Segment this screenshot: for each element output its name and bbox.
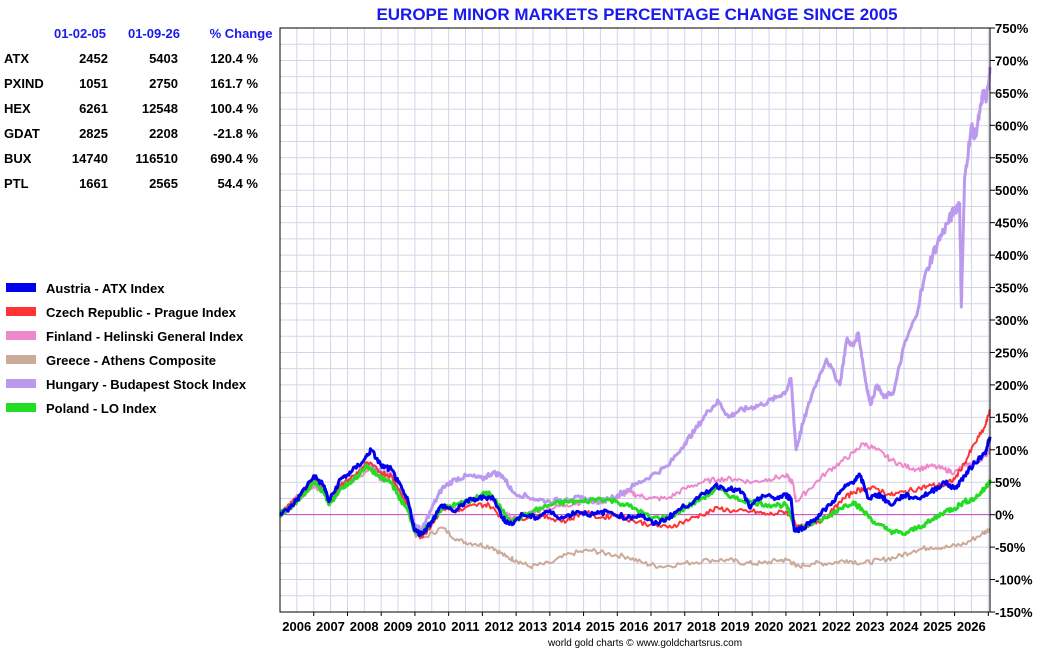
- table-header: 01-09-26: [128, 26, 180, 41]
- table-end-value: 2750: [149, 76, 178, 91]
- table-start-value: 1661: [79, 176, 108, 191]
- table-start-value: 2825: [79, 126, 108, 141]
- x-tick-label: 2014: [552, 619, 582, 634]
- x-tick-label: 2021: [788, 619, 817, 634]
- y-tick-label: 50%: [995, 475, 1021, 490]
- y-tick-label: 250%: [995, 345, 1029, 360]
- legend-label: Poland - LO Index: [46, 401, 157, 416]
- x-tick-label: 2019: [721, 619, 750, 634]
- legend-swatch: [6, 307, 36, 316]
- table-header: % Change: [210, 26, 273, 41]
- x-tick-label: 2018: [687, 619, 716, 634]
- chart-credit: world gold charts © www.goldchartsrus.co…: [547, 638, 742, 649]
- legend-label: Czech Republic - Prague Index: [46, 305, 237, 320]
- y-tick-label: 200%: [995, 378, 1029, 393]
- table-ticker: ATX: [4, 51, 29, 66]
- x-tick-label: 2015: [586, 619, 615, 634]
- table-ticker: HEX: [4, 101, 31, 116]
- table-start-value: 6261: [79, 101, 108, 116]
- y-tick-label: 500%: [995, 183, 1029, 198]
- series-line: [278, 463, 992, 537]
- change-table: 01-02-05 01-09-26 % Change ATX 2452 5403 120.4…: [4, 26, 272, 191]
- table-change-value: 54.4 %: [218, 176, 259, 191]
- table-start-value: 2452: [79, 51, 108, 66]
- y-tick-label: 750%: [995, 21, 1029, 36]
- x-axis-ticks: 2006 2007 2008 2009 2010 2011 2012 2013 2014 2015…: [282, 612, 989, 634]
- x-tick-label: 2009: [383, 619, 412, 634]
- y-tick-label: 150%: [995, 410, 1029, 425]
- x-tick-label: 2011: [451, 619, 479, 634]
- table-change-value: 161.7 %: [210, 76, 258, 91]
- table-end-value: 12548: [142, 101, 178, 116]
- legend-swatch: [6, 355, 36, 364]
- y-tick-label: 650%: [995, 86, 1029, 101]
- series-lines: [278, 66, 992, 570]
- x-tick-label: 2008: [350, 619, 379, 634]
- table-end-value: 2208: [149, 126, 178, 141]
- table-change-value: 120.4 %: [210, 51, 258, 66]
- x-tick-label: 2012: [485, 619, 514, 634]
- y-tick-label: -150%: [995, 605, 1033, 620]
- legend-label: Austria - ATX Index: [46, 281, 165, 296]
- x-tick-label: 2023: [856, 619, 885, 634]
- x-tick-label: 2025: [923, 619, 952, 634]
- table-end-value: 2565: [149, 176, 178, 191]
- x-tick-label: 2024: [889, 619, 919, 634]
- x-tick-label: 2013: [518, 619, 547, 634]
- legend-label: Greece - Athens Composite: [46, 353, 216, 368]
- series-line: [279, 66, 992, 534]
- y-axis-ticks: 750% 700% 650% 600% 550% 500% 450% 400% 350% 300%…: [990, 21, 1033, 620]
- table-end-value: 116510: [135, 151, 178, 166]
- series-line: [278, 436, 992, 537]
- y-tick-label: -50%: [995, 540, 1026, 555]
- x-tick-label: 2026: [957, 619, 986, 634]
- chart-title: EUROPE MINOR MARKETS PERCENTAGE CHANGE S…: [376, 5, 897, 24]
- x-tick-label: 2022: [822, 619, 851, 634]
- table-ticker: PTL: [4, 176, 29, 191]
- table-ticker: GDAT: [4, 126, 40, 141]
- legend-swatch: [6, 403, 36, 412]
- legend-swatch: [6, 283, 36, 292]
- y-tick-label: 700%: [995, 53, 1029, 68]
- x-tick-label: 2006: [282, 619, 311, 634]
- legend-label: Hungary - Budapest Stock Index: [46, 377, 247, 392]
- legend: Austria - ATX Index Czech Republic - Prag…: [6, 281, 247, 416]
- table-change-value: 100.4 %: [210, 101, 258, 116]
- table-ticker: PXIND: [4, 76, 44, 91]
- x-tick-label: 2016: [620, 619, 649, 634]
- y-tick-label: 600%: [995, 118, 1029, 133]
- y-tick-label: 550%: [995, 151, 1029, 166]
- y-tick-label: 100%: [995, 443, 1029, 458]
- table-change-value: -21.8 %: [213, 126, 258, 141]
- legend-swatch: [6, 331, 36, 340]
- table-ticker: BUX: [4, 151, 32, 166]
- table-header: 01-02-05: [54, 26, 106, 41]
- table-start-value: 14740: [72, 151, 108, 166]
- y-tick-label: 0%: [995, 508, 1014, 523]
- x-tick-label: 2017: [653, 619, 682, 634]
- series-line: [279, 409, 991, 540]
- table-change-value: 690.4 %: [210, 151, 258, 166]
- x-tick-label: 2007: [316, 619, 345, 634]
- y-tick-label: 400%: [995, 248, 1029, 263]
- legend-label: Finland - Helinski General Index: [46, 329, 244, 344]
- x-tick-label: 2020: [754, 619, 783, 634]
- y-tick-label: 350%: [995, 281, 1029, 296]
- y-tick-label: 450%: [995, 216, 1029, 231]
- table-start-value: 1051: [79, 76, 108, 91]
- x-tick-label: 2010: [417, 619, 446, 634]
- table-end-value: 5403: [149, 51, 178, 66]
- y-tick-label: 300%: [995, 313, 1029, 328]
- y-tick-label: -100%: [995, 573, 1033, 588]
- legend-swatch: [6, 379, 36, 388]
